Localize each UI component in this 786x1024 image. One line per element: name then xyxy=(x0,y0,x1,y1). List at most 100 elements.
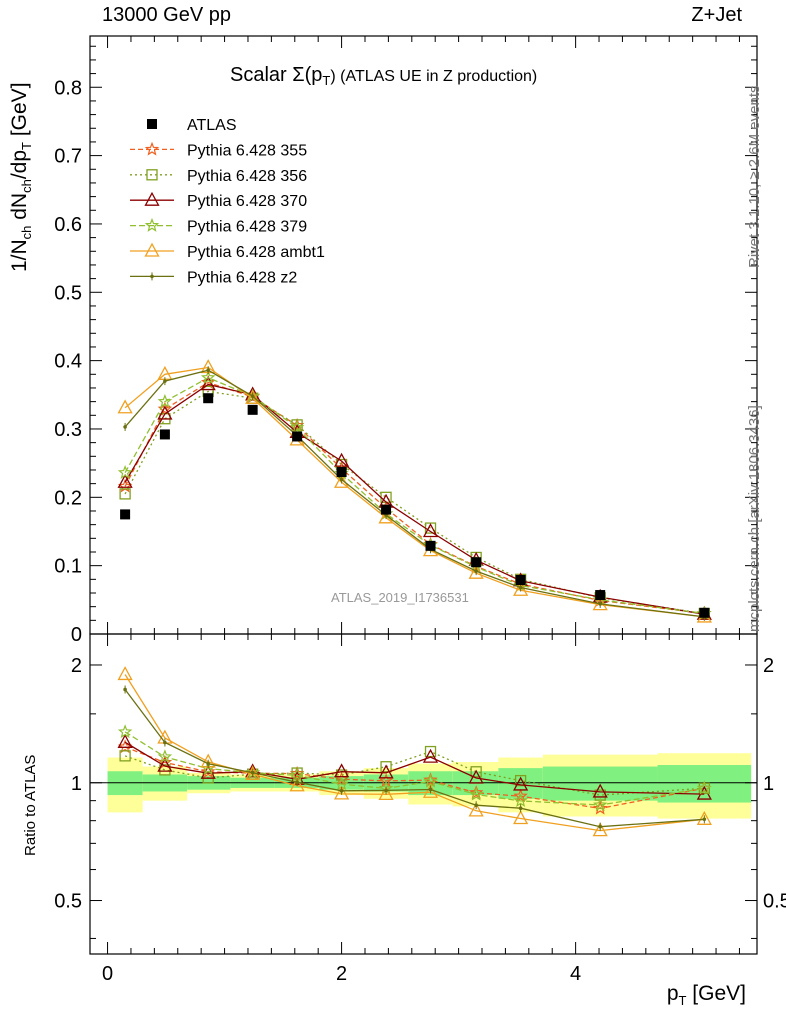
series-line-5 xyxy=(124,369,705,618)
ratio-point-3 xyxy=(513,793,528,808)
ratio-y-tick-label-right: 2 xyxy=(763,655,774,677)
ratio-point-2 xyxy=(592,783,608,798)
ratio-point-2 xyxy=(468,769,484,784)
ratio-point-2 xyxy=(422,748,439,763)
atlas-data-point xyxy=(515,575,526,586)
ratio-point-1 xyxy=(470,766,482,778)
ratio-point-0 xyxy=(468,785,484,799)
y-tick-label: 0.2 xyxy=(54,487,82,509)
ratio-point-3 xyxy=(697,780,712,795)
ratio-point-4 xyxy=(333,785,350,800)
series-point-4 xyxy=(117,399,133,414)
ratio-point-2 xyxy=(513,776,529,791)
xlabel-sub: T xyxy=(678,993,687,1009)
legend-label: Pythia 6.428 370 xyxy=(187,193,307,210)
atlas-data-point xyxy=(595,590,606,601)
ratio-line-4 xyxy=(124,674,705,832)
ratio-point-4 xyxy=(378,785,394,800)
ratio-point-4 xyxy=(117,666,133,681)
plot-frames xyxy=(89,35,758,955)
legend-label: ATLAS xyxy=(187,117,237,134)
series-point-2 xyxy=(117,473,133,488)
series-point-3 xyxy=(157,393,173,408)
ratio-point-1 xyxy=(380,761,392,773)
series-point-3 xyxy=(289,419,305,434)
ratio-point-1 xyxy=(514,774,527,787)
legend-marker xyxy=(144,242,160,257)
ratio-point-3 xyxy=(117,724,133,739)
atlas-data-point xyxy=(699,607,710,618)
legend-marker xyxy=(144,191,160,206)
xlabel-main: p xyxy=(666,982,679,1005)
series-point-3 xyxy=(200,370,216,384)
tick-labels: 0 2 4 0 0.1 0.2 0.3 0.4 0.5 0.6 0.7 0.8 0.5 0.5 1 1 2 2 xyxy=(54,77,786,985)
ratio-point-3 xyxy=(157,749,173,764)
ylabel-unit: [GeV] xyxy=(8,82,31,142)
ylabel-part3: /dp xyxy=(8,149,31,180)
ratio-point-0 xyxy=(289,765,305,780)
ratio-line-1 xyxy=(124,750,705,796)
title-sub: T xyxy=(322,73,331,89)
series-point-1 xyxy=(119,488,131,500)
ratio-point-4 xyxy=(696,810,712,825)
ratio-line-5 xyxy=(124,689,705,828)
x-tick-label: 0 xyxy=(102,963,113,985)
series-point-2 xyxy=(157,405,173,420)
legend-marker xyxy=(147,119,157,129)
y-axis-label: 1/Nch dNch/dpT [GeV] xyxy=(8,82,34,272)
atlas-data-point xyxy=(471,557,482,568)
legend: ATLAS Pythia 6.428 355 Pythia 6.428 356 Pyt… xyxy=(130,117,325,286)
y-tick-label: 0.4 xyxy=(54,351,82,373)
ratio-y-tick-label: 2 xyxy=(71,655,82,677)
ratio-point-1 xyxy=(119,750,131,762)
ratio-point-2 xyxy=(117,733,133,748)
legend-marker xyxy=(144,141,160,156)
atlas-data-layer xyxy=(120,393,710,618)
ratio-point-0 xyxy=(200,764,216,778)
legend-label: Pythia 6.428 ambt1 xyxy=(187,244,325,261)
ratio-point-4 xyxy=(289,777,305,792)
atlas-data-point xyxy=(120,509,131,520)
series-point-0 xyxy=(289,417,305,432)
mcplots-label: mcplots.cern.ch [arXiv:1306.3436] xyxy=(746,405,763,632)
y-tick-label: 0.7 xyxy=(54,146,82,168)
atlas-data-point xyxy=(381,504,392,515)
ratio-point-1 xyxy=(424,745,437,758)
y-tick-label: 0.6 xyxy=(54,214,82,236)
ratio-point-4 xyxy=(592,822,608,837)
ratio-point-0 xyxy=(592,800,608,815)
xlabel-unit: [GeV] xyxy=(686,982,746,1005)
ylabel-sub2: ch xyxy=(19,179,35,193)
ratio-y-axis-label: Ratio to ATLAS xyxy=(22,754,39,856)
ratio-frame xyxy=(89,633,758,955)
ratio-y-tick-label-right: 0.5 xyxy=(763,891,786,913)
legend-marker xyxy=(146,169,158,181)
legend-label: Pythia 6.428 379 xyxy=(187,219,307,236)
series-point-4 xyxy=(513,581,529,596)
legend-marker xyxy=(144,217,160,232)
ratio-y-tick-label-right: 1 xyxy=(763,773,774,795)
ratio-point-0 xyxy=(513,788,528,803)
series-point-2 xyxy=(422,523,439,538)
y-tick-label: 0.8 xyxy=(54,77,82,99)
series-line-3 xyxy=(124,376,705,615)
y-tick-label: 0.3 xyxy=(54,419,82,441)
atlas-data-point xyxy=(247,404,258,415)
ratio-point-4 xyxy=(468,802,484,817)
series-point-0 xyxy=(157,401,173,416)
x-axis-label: pT [GeV] xyxy=(667,982,746,1008)
ratio-point-2 xyxy=(378,764,394,779)
series-line-0 xyxy=(124,381,705,615)
ylabel-sub1: ch xyxy=(19,225,35,240)
ratio-line-3 xyxy=(124,731,705,806)
ratio-line-0 xyxy=(124,746,705,810)
ratio-point-4 xyxy=(513,810,529,825)
atlas-data-point xyxy=(336,467,347,478)
series-point-3 xyxy=(117,465,133,479)
ratio-series-layer xyxy=(117,666,712,837)
ratio-y-tick-label: 0.5 xyxy=(54,891,82,913)
atlas-data-point xyxy=(159,429,170,440)
ratio-point-1 xyxy=(159,764,171,776)
axis-ticks xyxy=(90,36,757,954)
